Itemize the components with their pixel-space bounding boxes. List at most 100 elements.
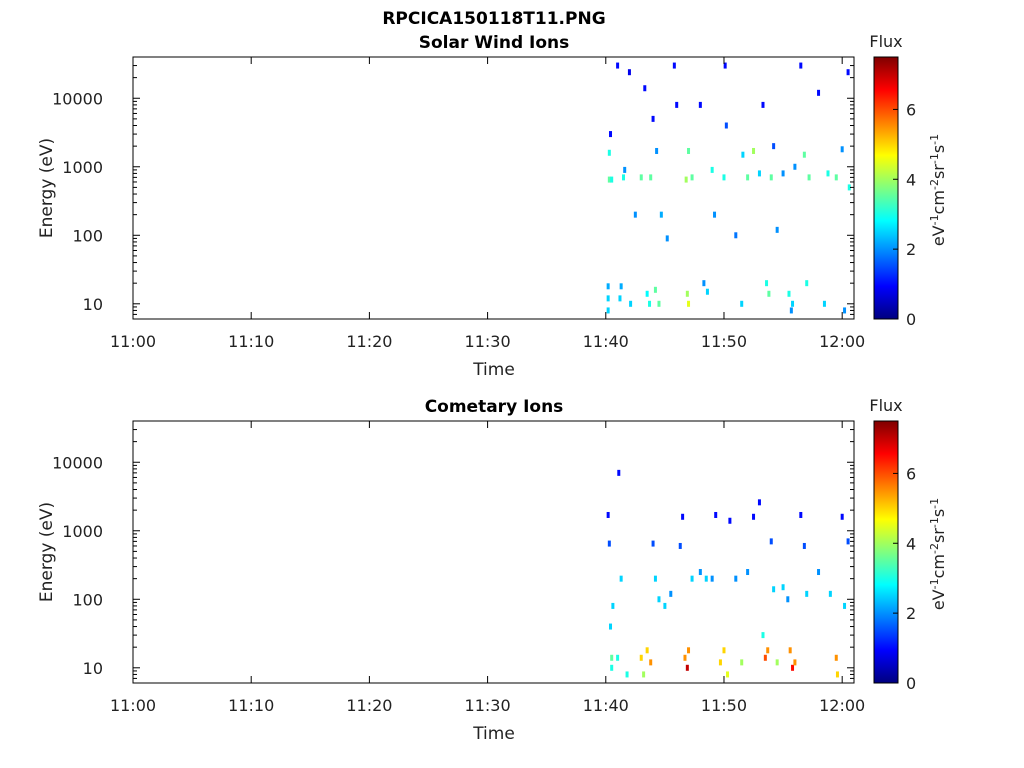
flux-cell — [834, 174, 838, 181]
colorbar — [873, 56, 899, 320]
y-tick-label: 10000 — [52, 453, 103, 472]
plot-frame — [132, 56, 855, 320]
flux-cell — [669, 590, 673, 597]
flux-cell — [639, 174, 643, 181]
y-tick-label: 100 — [72, 226, 103, 245]
colorbar-tick-label: 0 — [906, 674, 916, 693]
colorbar — [873, 420, 899, 684]
flux-cell — [734, 232, 738, 239]
flux-cell — [659, 211, 663, 218]
flux-cell — [607, 540, 611, 547]
flux-cell — [611, 602, 615, 609]
flux-cell — [623, 166, 627, 173]
flux-cell — [746, 174, 750, 181]
flux-cell — [651, 115, 655, 122]
flux-cell — [649, 659, 653, 666]
flux-cell — [728, 517, 732, 524]
x-tick-label: 11:10 — [228, 332, 274, 351]
flux-cell — [763, 654, 767, 661]
flux-cell — [657, 300, 661, 307]
x-tick-label: 11:40 — [583, 332, 629, 351]
flux-cell — [791, 664, 795, 671]
colorbar-unit-label: eV-1cm-2sr-1s-1 — [928, 134, 948, 246]
y-axis: 10 100 1000 10000 — [52, 56, 854, 320]
colorbar-tick-label: 4 — [906, 534, 916, 553]
flux-cell — [793, 163, 797, 170]
flux-cell — [619, 575, 623, 582]
x-tick-label: 11:20 — [346, 332, 392, 351]
flux-cell — [609, 131, 613, 138]
flux-cell — [607, 176, 611, 183]
flux-cell — [741, 151, 745, 158]
x-axis: 11:00 11:10 11:20 11:30 11:40 11:50 12:00 — [110, 421, 865, 715]
flux-cell — [704, 575, 708, 582]
flux-cell — [761, 101, 765, 108]
flux-cell — [622, 174, 626, 181]
flux-cell — [775, 659, 779, 666]
colorbar-tick-label: 6 — [906, 464, 916, 483]
y-axis-label: Energy (eV) — [37, 138, 57, 238]
flux-cell — [740, 659, 744, 666]
flux-cell — [685, 664, 689, 671]
colorbar-ticks: 0 2 4 6 — [893, 100, 916, 329]
y-tick-label: 1000 — [62, 158, 103, 177]
flux-cell — [710, 575, 714, 582]
flux-cell — [606, 511, 610, 518]
flux-cell — [767, 290, 771, 297]
flux-cell — [724, 122, 728, 129]
flux-cell — [786, 596, 790, 603]
flux-cell — [645, 647, 649, 654]
x-tick-label: 11:10 — [228, 696, 274, 715]
flux-cell — [616, 62, 620, 69]
flux-cell — [791, 300, 795, 307]
flux-cell — [722, 174, 726, 181]
flux-cell — [690, 174, 694, 181]
flux-cell — [843, 602, 847, 609]
flux-cell — [740, 300, 744, 307]
colorbar-tick-label: 0 — [906, 310, 916, 329]
flux-cell — [799, 511, 803, 518]
flux-cell — [685, 290, 689, 297]
x-axis: 11:00 11:10 11:20 11:30 11:40 11:50 12:00 — [110, 57, 865, 351]
y-axis: 10 100 1000 10000 — [52, 420, 854, 684]
flux-cell — [807, 174, 811, 181]
y-axis-label: Energy (eV) — [37, 502, 57, 602]
colorbar-tick-label: 6 — [906, 100, 916, 119]
flux-cell — [653, 575, 657, 582]
flux-cell — [772, 143, 776, 150]
flux-cell — [752, 513, 756, 520]
flux-cell — [606, 283, 610, 290]
flux-cell — [799, 62, 803, 69]
x-tick-label: 11:20 — [346, 696, 392, 715]
colorbar-tick-label: 2 — [906, 240, 916, 259]
flux-cell — [828, 590, 832, 597]
flux-cell — [610, 176, 614, 183]
flux-cell — [665, 235, 669, 242]
flux-cell — [702, 280, 706, 287]
flux-cell — [757, 170, 761, 177]
flux-cell — [723, 62, 727, 69]
flux-cell — [678, 542, 682, 549]
flux-cell — [765, 280, 769, 287]
colorbar-unit-label: eV-1cm-2sr-1s-1 — [928, 498, 948, 610]
flux-cell — [793, 659, 797, 666]
flux-cell — [722, 647, 726, 654]
colorbar-tick-label: 2 — [906, 604, 916, 623]
x-tick-label: 11:30 — [465, 696, 511, 715]
flux-cell — [698, 101, 702, 108]
x-axis-label: Time — [472, 724, 515, 744]
y-tick-label: 10 — [83, 295, 103, 314]
flux-cell — [718, 659, 722, 666]
flux-cell — [789, 307, 793, 314]
flux-cell — [687, 300, 691, 307]
flux-cell — [840, 513, 844, 520]
flux-cell — [802, 542, 806, 549]
flux-cell — [710, 166, 714, 173]
flux-cell — [690, 575, 694, 582]
flux-cell — [769, 174, 773, 181]
y-tick-label: 100 — [72, 590, 103, 609]
flux-cell — [642, 671, 646, 678]
x-tick-label: 12:00 — [819, 332, 865, 351]
flux-cell — [684, 176, 688, 183]
